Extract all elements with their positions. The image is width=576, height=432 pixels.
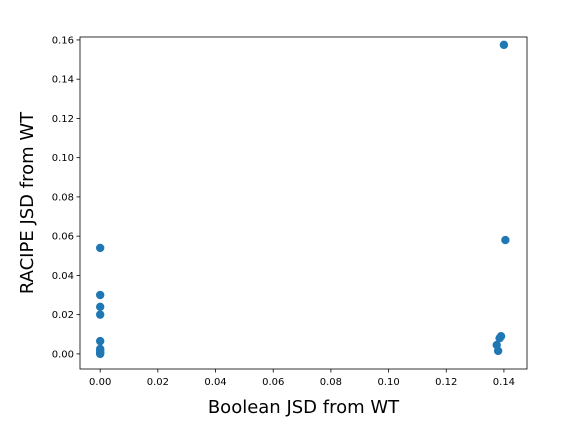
x-tick-label: 0.12: [435, 377, 457, 388]
scatter-point: [499, 40, 509, 50]
x-tick-label: 0.08: [320, 377, 342, 388]
x-tick-label: 0.14: [493, 377, 515, 388]
y-tick-label: 0.14: [52, 75, 74, 86]
x-axis-ticks: 0.00 0.02 0.04 0.06 0.08 0.10 0.12 0.14: [89, 369, 515, 388]
scatter-point: [495, 333, 504, 343]
scatter-point: [95, 349, 105, 359]
scatter-point: [501, 235, 510, 245]
y-tick-label: 0.02: [52, 310, 74, 321]
scatter-point: [493, 346, 503, 356]
x-tick-label: 0.00: [89, 377, 111, 388]
scatter-point: [95, 302, 105, 311]
x-axis-label: Boolean JSD from WT: [208, 397, 400, 418]
y-tick-label: 0.16: [52, 35, 74, 46]
y-tick-label: 0.04: [52, 271, 74, 282]
x-tick-label: 0.06: [262, 377, 284, 388]
data-points: [95, 40, 510, 359]
scatter-point: [95, 336, 105, 346]
scatter-point: [95, 290, 105, 300]
y-axis-label: RACIPE JSD from WT: [17, 111, 38, 294]
y-tick-label: 0.08: [52, 192, 74, 203]
plot-area-frame: [79, 36, 528, 370]
y-axis-ticks: 0.00 0.02 0.04 0.06 0.08 0.10 0.12 0.14 0.16: [52, 35, 80, 360]
x-tick-label: 0.10: [377, 377, 399, 388]
scatter-point: [95, 310, 105, 319]
y-tick-label: 0.06: [52, 232, 74, 243]
x-tick-label: 0.04: [204, 377, 226, 388]
y-tick-label: 0.12: [52, 114, 74, 125]
y-tick-label: 0.00: [52, 349, 74, 360]
scatter-point: [95, 243, 105, 253]
y-tick-label: 0.10: [52, 153, 74, 164]
x-tick-label: 0.02: [147, 377, 169, 388]
